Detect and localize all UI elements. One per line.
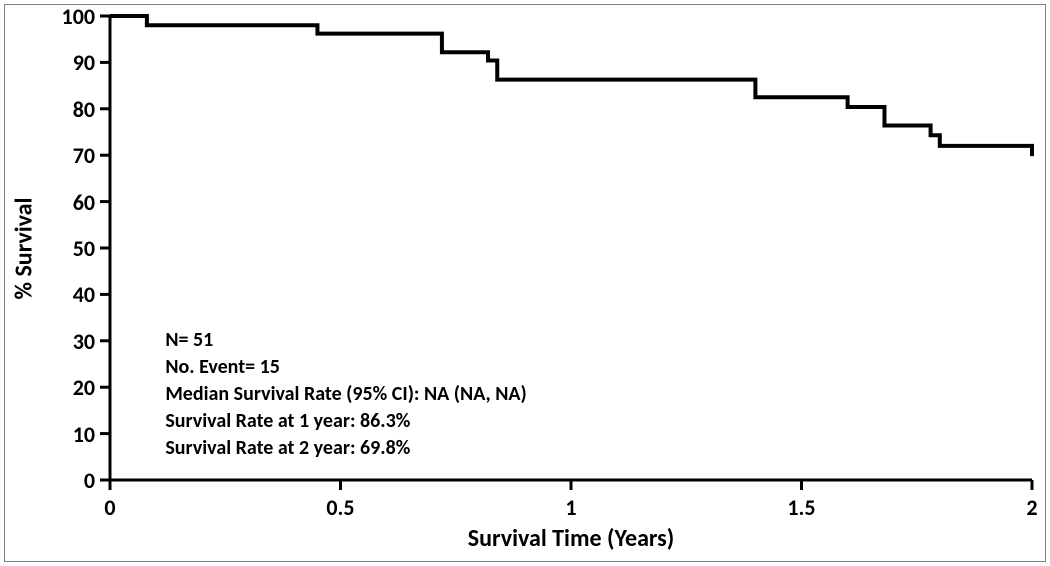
- x-axis-label: Survival Time (Years): [110, 524, 1032, 553]
- y-tick-label: 90: [45, 49, 95, 76]
- y-axis-label: % Survival: [10, 17, 39, 481]
- x-tick-label: 0: [70, 494, 150, 521]
- y-tick-label: 50: [45, 235, 95, 262]
- y-tick-label: 10: [45, 421, 95, 448]
- y-tick-label: 0: [45, 467, 95, 494]
- x-tick-label: 1.5: [762, 494, 842, 521]
- x-tick-label: 1: [531, 494, 611, 521]
- survival-chart: 0 10 20 30 40 50 60 70 80 90 100 0 0.5 1 1.5 2 % Survi…: [0, 0, 1050, 566]
- y-tick-label: 30: [45, 328, 95, 355]
- x-tick-label: 0.5: [301, 494, 381, 521]
- y-tick-label: 100: [45, 3, 95, 30]
- annotation-line: No. Event= 15: [165, 354, 526, 381]
- y-tick-label: 20: [45, 374, 95, 401]
- annotation-line: N= 51: [165, 327, 526, 354]
- y-tick-label: 60: [45, 189, 95, 216]
- survival-curve: [0, 0, 1050, 566]
- annotation-line: Survival Rate at 1 year: 86.3%: [165, 408, 526, 435]
- y-tick-label: 40: [45, 281, 95, 308]
- annotation-block: N= 51No. Event= 15Median Survival Rate (…: [165, 327, 526, 462]
- x-tick-label: 2: [992, 494, 1050, 521]
- y-tick-label: 80: [45, 96, 95, 123]
- annotation-line: Survival Rate at 2 year: 69.8%: [165, 435, 526, 462]
- annotation-line: Median Survival Rate (95% CI): NA (NA, N…: [165, 381, 526, 408]
- y-tick-label: 70: [45, 142, 95, 169]
